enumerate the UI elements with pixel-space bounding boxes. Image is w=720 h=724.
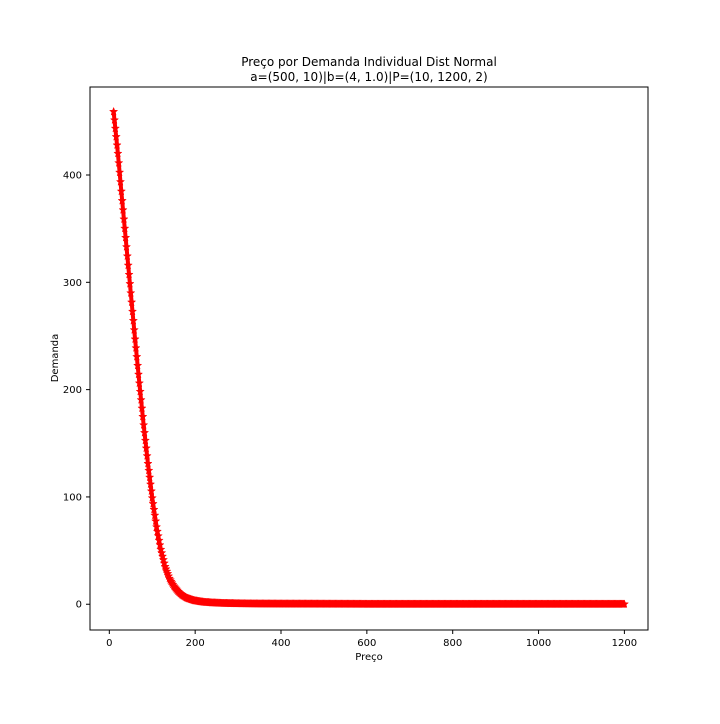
data-point [147,493,157,502]
data-point [619,599,630,609]
data-point [145,472,155,482]
data-point [146,486,157,496]
x-tick-label: 200 [186,638,205,649]
x-axis-ticks: 0 200 400 600 800 1000 1200 [106,630,637,649]
x-tick-label: 400 [271,638,290,649]
data-point [138,420,149,429]
data-point [131,343,141,352]
y-tick-label: 300 [63,278,82,289]
data-point [143,458,153,468]
data-point [144,465,154,475]
data-point [149,504,159,514]
data-point [117,195,127,205]
data-point [124,269,134,279]
data-point [127,306,138,316]
data-point [126,297,137,307]
data-point [151,516,161,526]
data-point [155,540,165,549]
data-point [130,334,140,344]
data-point [121,242,132,251]
data-point [132,351,142,361]
y-axis-ticks: 0 100 200 300 400 [63,170,90,611]
data-point [122,251,133,261]
data-point [133,369,144,379]
x-tick-label: 1200 [612,638,637,649]
y-tick-label: 100 [63,492,82,503]
y-tick-label: 400 [63,170,82,181]
data-point [142,451,152,460]
x-tick-label: 600 [357,638,376,649]
data-point [114,158,124,167]
y-tick-label: 200 [63,385,82,396]
data-point [138,411,148,421]
data-point [128,315,139,325]
data-point [137,403,147,413]
data-point [140,435,151,445]
data-point [135,386,145,396]
data-point [139,427,150,437]
series-layer [108,106,630,609]
data-point [123,260,133,270]
chart-subtitle: a=(500, 10)|b=(4, 1.0)|P=(10, 1200, 2) [250,70,487,84]
data-point [151,522,162,531]
chart-title: Preço por Demanda Individual Dist Normal [241,55,497,69]
data-point [141,443,151,453]
data-point [120,232,131,242]
data-point [113,148,123,158]
data-point [120,223,130,233]
data-point [109,115,120,125]
data-point [126,288,136,298]
data-point [116,186,126,196]
data-point [110,123,120,133]
data-point [132,360,143,370]
data-point [134,378,145,388]
data-point [118,205,128,214]
x-axis-label: Preço [355,652,383,663]
y-tick-label: 0 [76,600,82,611]
data-point [148,498,158,508]
data-point [154,535,164,545]
data-point [153,531,163,540]
data-point [145,479,156,489]
data-point [150,510,160,520]
data-point [114,167,125,177]
data-point [136,395,146,404]
data-point [108,106,119,116]
x-tick-label: 800 [443,638,462,649]
data-point [119,214,129,224]
data-point [112,140,122,150]
data-point [115,176,126,186]
data-point [125,278,135,288]
y-axis-label: Demanda [50,334,61,383]
plot-area [89,86,649,631]
data-point [129,325,139,334]
x-tick-label: 1000 [526,638,551,649]
x-tick-label: 0 [106,638,112,649]
data-point [111,131,121,141]
data-point [152,526,163,536]
